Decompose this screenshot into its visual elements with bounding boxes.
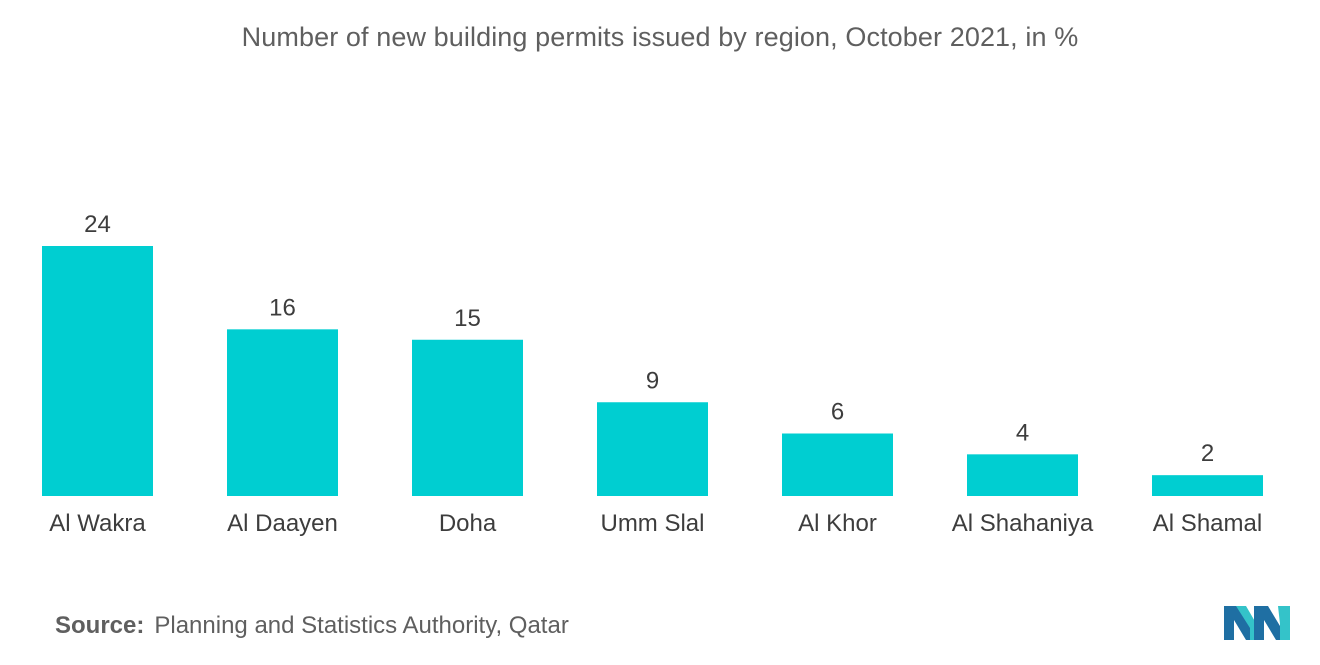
x-tick-label: Umm Slal — [600, 510, 704, 537]
data-label: 6 — [831, 399, 844, 426]
bar-al-daayen — [227, 329, 338, 496]
bars-group — [42, 246, 1263, 496]
bar-doha — [412, 339, 523, 496]
data-label: 15 — [454, 305, 481, 332]
source-text: Planning and Statistics Authority, Qatar — [154, 612, 569, 639]
value-labels-group: 24 16 15 9 6 4 2 — [84, 211, 1214, 467]
x-tick-label: Al Daayen — [227, 510, 338, 537]
data-label: 24 — [84, 211, 111, 238]
x-tick-label: Al Shahaniya — [952, 510, 1094, 537]
x-tick-label: Al Wakra — [49, 510, 146, 537]
chart-title: Number of new building permits issued by… — [241, 22, 1079, 52]
source-note: Source: Planning and Statistics Authority… — [55, 612, 569, 640]
source-label: Source: — [55, 612, 145, 639]
x-tick-label: Al Shamal — [1153, 510, 1262, 537]
bar-al-khor — [782, 433, 893, 496]
bar-umm-slal — [597, 402, 708, 496]
bar-al-shamal — [1152, 475, 1263, 496]
data-label: 16 — [269, 294, 296, 321]
x-tick-label: Al Khor — [798, 510, 877, 537]
mordor-intelligence-logo-icon — [1224, 606, 1290, 640]
bar-al-wakra — [42, 246, 153, 496]
category-labels-group: Al Wakra Al Daayen Doha Umm Slal Al Khor Al S… — [49, 510, 1262, 537]
data-label: 4 — [1016, 419, 1029, 446]
x-tick-label: Doha — [439, 510, 497, 537]
data-label: 2 — [1201, 440, 1214, 467]
bar-al-shahaniya — [967, 454, 1078, 496]
data-label: 9 — [646, 367, 659, 394]
